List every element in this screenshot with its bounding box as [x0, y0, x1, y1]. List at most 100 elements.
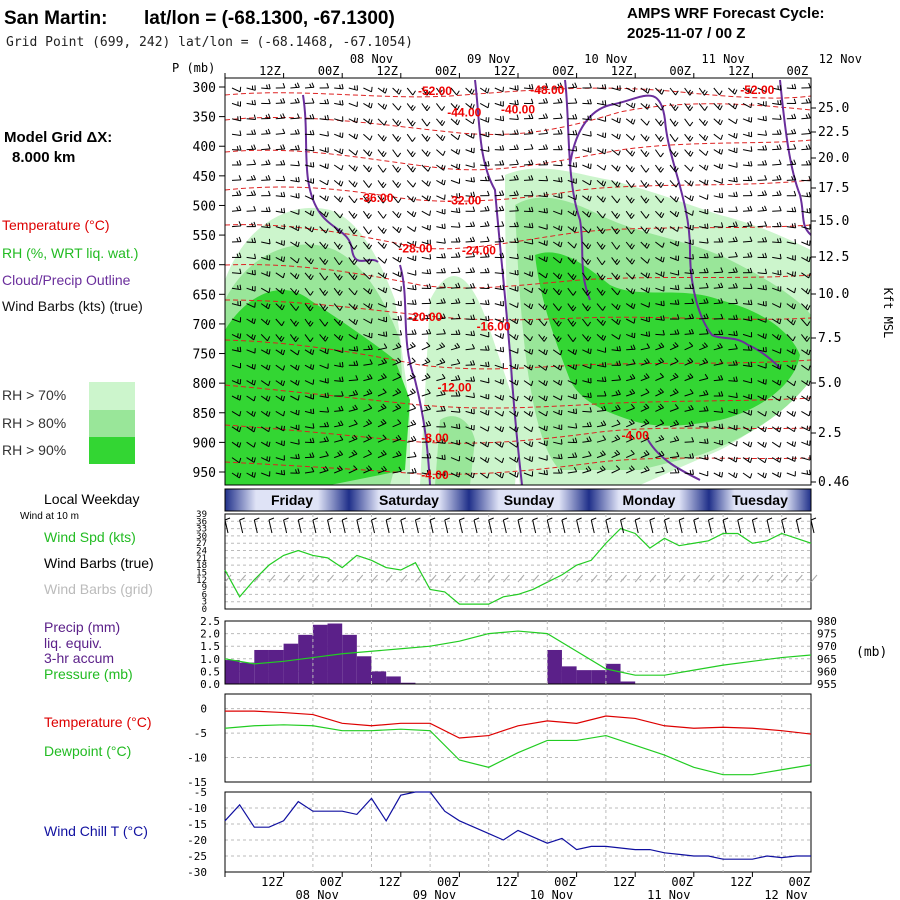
barb-staff [392, 346, 402, 351]
barb-flag [591, 517, 597, 521]
barb-staff [655, 226, 663, 234]
barb-flag [661, 466, 665, 472]
barb-flag [603, 165, 607, 171]
barb-staff [553, 117, 563, 120]
wind-barb [669, 118, 679, 127]
wind-barb [655, 210, 665, 219]
barb-flag [472, 206, 476, 212]
barb-staff [538, 117, 548, 120]
barb-staff [757, 380, 767, 385]
barb-staff [655, 210, 662, 219]
wind-barb [640, 257, 650, 264]
wind-barb [377, 403, 387, 412]
barb-staff [567, 349, 576, 355]
barb-staff [290, 364, 299, 371]
wind-barb [334, 116, 344, 122]
barb-staff [561, 574, 569, 583]
barb-flag [251, 222, 254, 227]
wind-barb [669, 388, 679, 397]
wind-barb [421, 239, 431, 246]
wind-barb-grid [781, 574, 789, 583]
barb-flag [513, 222, 517, 227]
barb-staff [654, 133, 662, 142]
wind-barb [538, 303, 548, 311]
wind-barb [450, 163, 461, 170]
barb-flag [426, 388, 431, 394]
barb-staff [523, 441, 533, 448]
barb-staff [699, 394, 709, 397]
barb-flag [793, 190, 797, 196]
wind-barb-grid [415, 574, 422, 583]
barb-flag [442, 150, 446, 156]
barb-staff [649, 519, 654, 534]
wind-barb [538, 440, 548, 447]
wind-barb [552, 395, 563, 401]
barb-staff [684, 226, 694, 231]
barb-staff [684, 149, 691, 157]
barb-flag [268, 441, 271, 447]
barb-staff [678, 574, 686, 583]
barb-flag [457, 134, 461, 140]
wind-barb [626, 332, 636, 339]
wind-barb [772, 221, 782, 228]
wind-barb [509, 174, 519, 181]
barb-flag [383, 358, 388, 363]
barb-staff [334, 349, 343, 353]
barb-flag [603, 181, 607, 187]
barb-flag [544, 305, 548, 311]
barb-flag [282, 144, 286, 150]
barb-staff [713, 410, 723, 413]
barb-flag [268, 517, 275, 521]
barb-staff [742, 149, 752, 152]
wind-barb [231, 363, 242, 369]
wind-barb-true [414, 517, 421, 534]
barb-flag [268, 98, 271, 104]
wind-barb [377, 210, 387, 219]
barb-staff [728, 395, 738, 399]
barb-flag [688, 330, 692, 335]
barb-staff [786, 472, 796, 477]
barb-flag [370, 344, 373, 350]
barb-flag [616, 117, 619, 122]
wind-barb [728, 360, 738, 366]
wind-barb [655, 466, 665, 474]
barb-flag [674, 357, 679, 362]
wind-barb [553, 82, 563, 89]
wind-barb [523, 364, 534, 371]
barb-staff [664, 519, 668, 534]
barb-flag [429, 517, 436, 521]
wind-barb [406, 226, 417, 232]
barb-flag [545, 175, 549, 181]
barb-flag [528, 160, 531, 165]
barb-flag [282, 113, 286, 119]
barb-flag [747, 161, 750, 166]
barb-staff [742, 426, 752, 432]
wind-barb [480, 299, 490, 306]
barb-staff [625, 210, 632, 219]
barb-flag [382, 419, 387, 424]
barb-flag [543, 470, 546, 475]
barb-flag [587, 466, 592, 471]
barb-flag [602, 435, 607, 440]
barb-staff [655, 103, 662, 111]
wind-barb [480, 146, 490, 152]
barb-flag [367, 465, 373, 470]
barb-staff [786, 226, 796, 229]
barb-flag [572, 114, 575, 119]
wind-barb-grid [737, 574, 745, 583]
wind-barb [450, 118, 461, 126]
barb-flag [294, 130, 298, 135]
barb-flag [649, 517, 656, 521]
wind-barb [611, 180, 621, 188]
barb-staff [488, 574, 496, 583]
barb-flag [658, 135, 662, 140]
barb-flag [664, 517, 670, 521]
wind-barb [596, 148, 607, 155]
barb-flag [353, 214, 358, 219]
wind-barb [304, 287, 314, 296]
wind-barb [465, 176, 475, 183]
wind-barb-true [444, 517, 450, 534]
wind-barb [654, 149, 664, 158]
barb-staff [421, 272, 431, 275]
barb-staff [231, 395, 241, 401]
